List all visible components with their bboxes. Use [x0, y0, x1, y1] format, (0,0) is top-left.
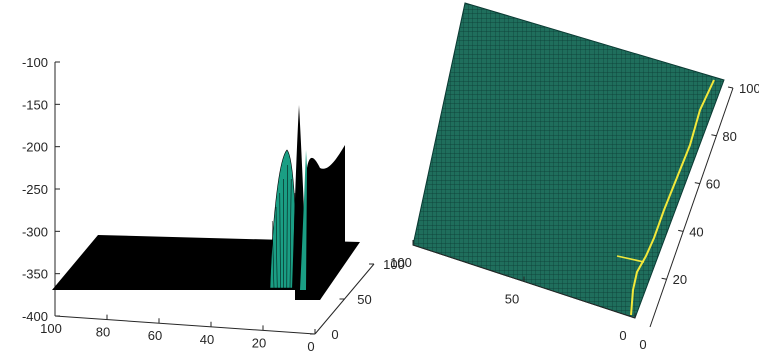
highlight-line-diagonal: [630, 79, 715, 316]
ridge-mesh-line: [279, 192, 281, 289]
right-x-tick-label: 0: [619, 328, 626, 343]
right-y-zero-label: 0: [639, 337, 646, 351]
y-tick-label: 50: [357, 292, 371, 307]
surface-spike-3: [306, 145, 345, 300]
right-y-tick-label: 100: [739, 81, 759, 96]
right-y-tick-mark: [727, 86, 734, 89]
left-surface-plot: -100 -150 -200 -250 -300 -350 -400 100 80 60 40 20…: [22, 55, 405, 351]
right-y-tick-mark: [694, 182, 700, 185]
x-axis-line: [54, 315, 316, 335]
z-tick-label: -400: [22, 309, 48, 324]
surface-mesh-topdown: [412, 2, 725, 319]
x-tick-label: 40: [200, 332, 214, 347]
x-tick-label: 80: [96, 325, 110, 340]
ridge-mesh-line: [286, 164, 288, 289]
x-tick-label: 20: [252, 335, 266, 350]
right-y-axis-ticks: 0 20 40 60 80 100: [639, 81, 759, 351]
right-y-tick-mark: [678, 229, 684, 232]
x-tick-label: 0: [307, 339, 314, 351]
x-tick-label: 60: [148, 328, 162, 343]
right-x-tick-label: 100: [390, 255, 412, 270]
z-tick-label: -300: [22, 224, 48, 239]
highlight-line-branch: [616, 255, 645, 263]
x-tick-label: 100: [40, 321, 62, 336]
y-axis-ticks: 0 50 100: [310, 257, 405, 342]
ridge-mesh-line: [289, 178, 292, 289]
ridge-mesh-lines: [271, 164, 296, 289]
z-tick-label: -100: [22, 55, 48, 70]
z-tick-label: -200: [22, 140, 48, 155]
y-tick-label: 100: [383, 257, 405, 272]
z-tick-label: -150: [22, 97, 48, 112]
ridge-mesh-line: [275, 206, 278, 289]
z-axis-ticks: -100 -150 -200 -250 -300 -350 -400: [22, 55, 60, 324]
right-y-tick-label: 80: [722, 129, 736, 144]
right-y-tick-label: 20: [673, 272, 687, 287]
x-axis-ticks: 100 80 60 40 20 0: [40, 311, 316, 351]
right-y-tick-mark: [711, 134, 717, 137]
right-surface-plot: 100 50 0 0 20 40 60 80 100: [390, 2, 759, 351]
right-x-tick-label: 50: [505, 292, 519, 307]
ridge-mesh-line: [271, 220, 275, 289]
right-y-axis-line: [649, 87, 734, 328]
z-tick-label: -250: [22, 182, 48, 197]
y-tick-label: 0: [331, 327, 338, 342]
right-y-tick-label: 60: [706, 177, 720, 192]
right-y-tick-label: 40: [689, 224, 703, 239]
z-tick-label: -350: [22, 267, 48, 282]
right-y-tick-mark: [661, 277, 667, 280]
right-x-axis-ticks: 100 50 0: [390, 240, 636, 343]
